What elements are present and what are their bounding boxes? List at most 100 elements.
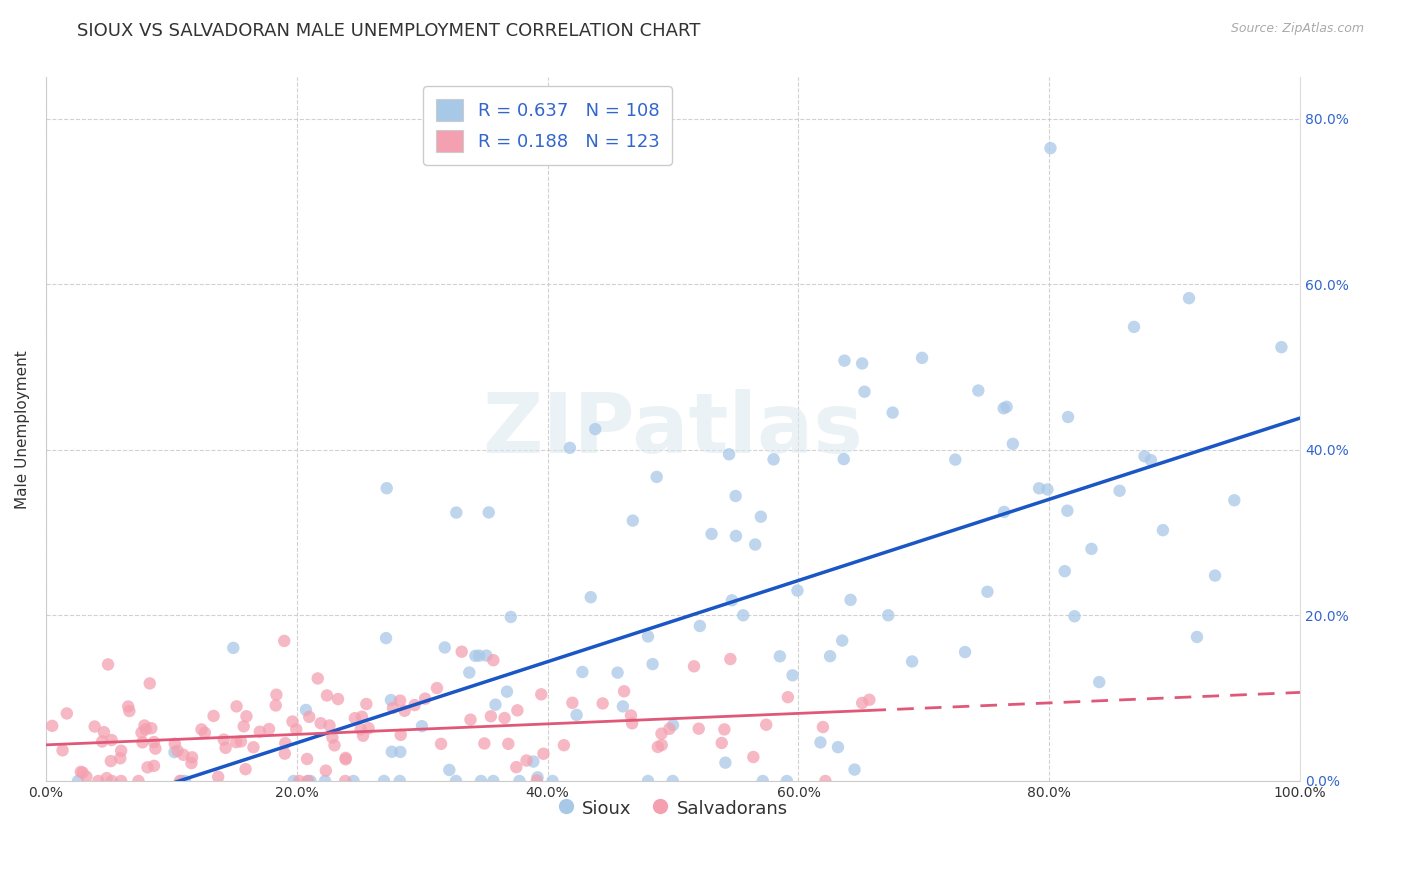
Point — [606, 665, 628, 680]
Point — [190, 723, 212, 737]
Point — [411, 719, 433, 733]
Point — [51, 743, 73, 757]
Point — [135, 723, 157, 737]
Point — [1140, 453, 1163, 467]
Point — [851, 356, 873, 370]
Point — [499, 610, 522, 624]
Point — [993, 401, 1015, 416]
Point — [496, 684, 519, 698]
Text: SIOUX VS SALVADORAN MALE UNEMPLOYMENT CORRELATION CHART: SIOUX VS SALVADORAN MALE UNEMPLOYMENT CO… — [77, 22, 700, 40]
Point — [131, 735, 153, 749]
Point — [323, 739, 346, 753]
Point — [508, 774, 530, 789]
Point — [389, 728, 412, 742]
Point — [1133, 450, 1156, 464]
Point — [257, 722, 280, 736]
Point — [744, 537, 766, 551]
Point — [56, 706, 79, 721]
Point — [342, 774, 364, 789]
Point — [571, 665, 593, 679]
Point — [75, 770, 97, 784]
Point — [1088, 675, 1111, 690]
Point — [458, 665, 481, 680]
Point — [180, 756, 202, 771]
Point — [335, 774, 357, 789]
Legend: Sioux, Salvadorans: Sioux, Salvadorans — [551, 792, 794, 825]
Point — [1053, 564, 1076, 578]
Point — [468, 648, 491, 663]
Point — [494, 711, 516, 725]
Point — [592, 697, 614, 711]
Point — [389, 745, 412, 759]
Point — [995, 400, 1018, 414]
Point — [212, 732, 235, 747]
Point — [541, 774, 564, 789]
Point — [464, 648, 486, 663]
Point — [1057, 410, 1080, 425]
Point — [755, 717, 778, 731]
Point — [742, 750, 765, 764]
Point — [844, 763, 866, 777]
Point — [101, 774, 124, 789]
Point — [1223, 493, 1246, 508]
Point — [214, 740, 236, 755]
Point — [225, 699, 247, 714]
Point — [343, 711, 366, 725]
Point — [413, 691, 436, 706]
Point — [283, 774, 305, 789]
Point — [202, 709, 225, 723]
Point — [450, 645, 472, 659]
Point — [1152, 523, 1174, 537]
Point — [356, 697, 378, 711]
Point — [117, 699, 139, 714]
Point — [901, 655, 924, 669]
Point — [97, 657, 120, 672]
Point — [749, 509, 772, 524]
Point — [858, 692, 880, 706]
Point — [621, 716, 644, 731]
Point — [612, 699, 634, 714]
Point — [326, 692, 349, 706]
Point — [350, 709, 373, 723]
Point — [851, 696, 873, 710]
Point — [506, 703, 529, 717]
Point — [1185, 630, 1208, 644]
Point — [141, 721, 163, 735]
Point — [967, 384, 990, 398]
Point — [142, 735, 165, 749]
Point — [314, 774, 336, 789]
Point — [69, 764, 91, 779]
Point — [637, 629, 659, 643]
Point — [522, 755, 544, 769]
Point — [264, 698, 287, 713]
Point — [479, 709, 502, 723]
Point — [718, 447, 741, 461]
Point — [235, 762, 257, 776]
Point — [96, 771, 118, 785]
Point — [647, 739, 669, 754]
Point — [710, 736, 733, 750]
Point — [316, 689, 339, 703]
Point — [170, 774, 193, 789]
Point — [645, 470, 668, 484]
Point — [295, 703, 318, 717]
Point — [877, 608, 900, 623]
Point — [769, 649, 792, 664]
Point — [651, 738, 673, 752]
Point — [72, 765, 94, 780]
Point — [389, 693, 412, 707]
Point — [515, 754, 537, 768]
Point — [93, 725, 115, 739]
Point — [357, 721, 380, 735]
Point — [315, 764, 337, 778]
Point — [225, 735, 247, 749]
Point — [274, 747, 297, 761]
Text: Source: ZipAtlas.com: Source: ZipAtlas.com — [1230, 22, 1364, 36]
Point — [498, 737, 520, 751]
Point — [505, 760, 527, 774]
Point — [381, 745, 404, 759]
Point — [350, 723, 373, 737]
Point — [526, 770, 548, 784]
Point — [375, 481, 398, 495]
Point — [721, 593, 744, 607]
